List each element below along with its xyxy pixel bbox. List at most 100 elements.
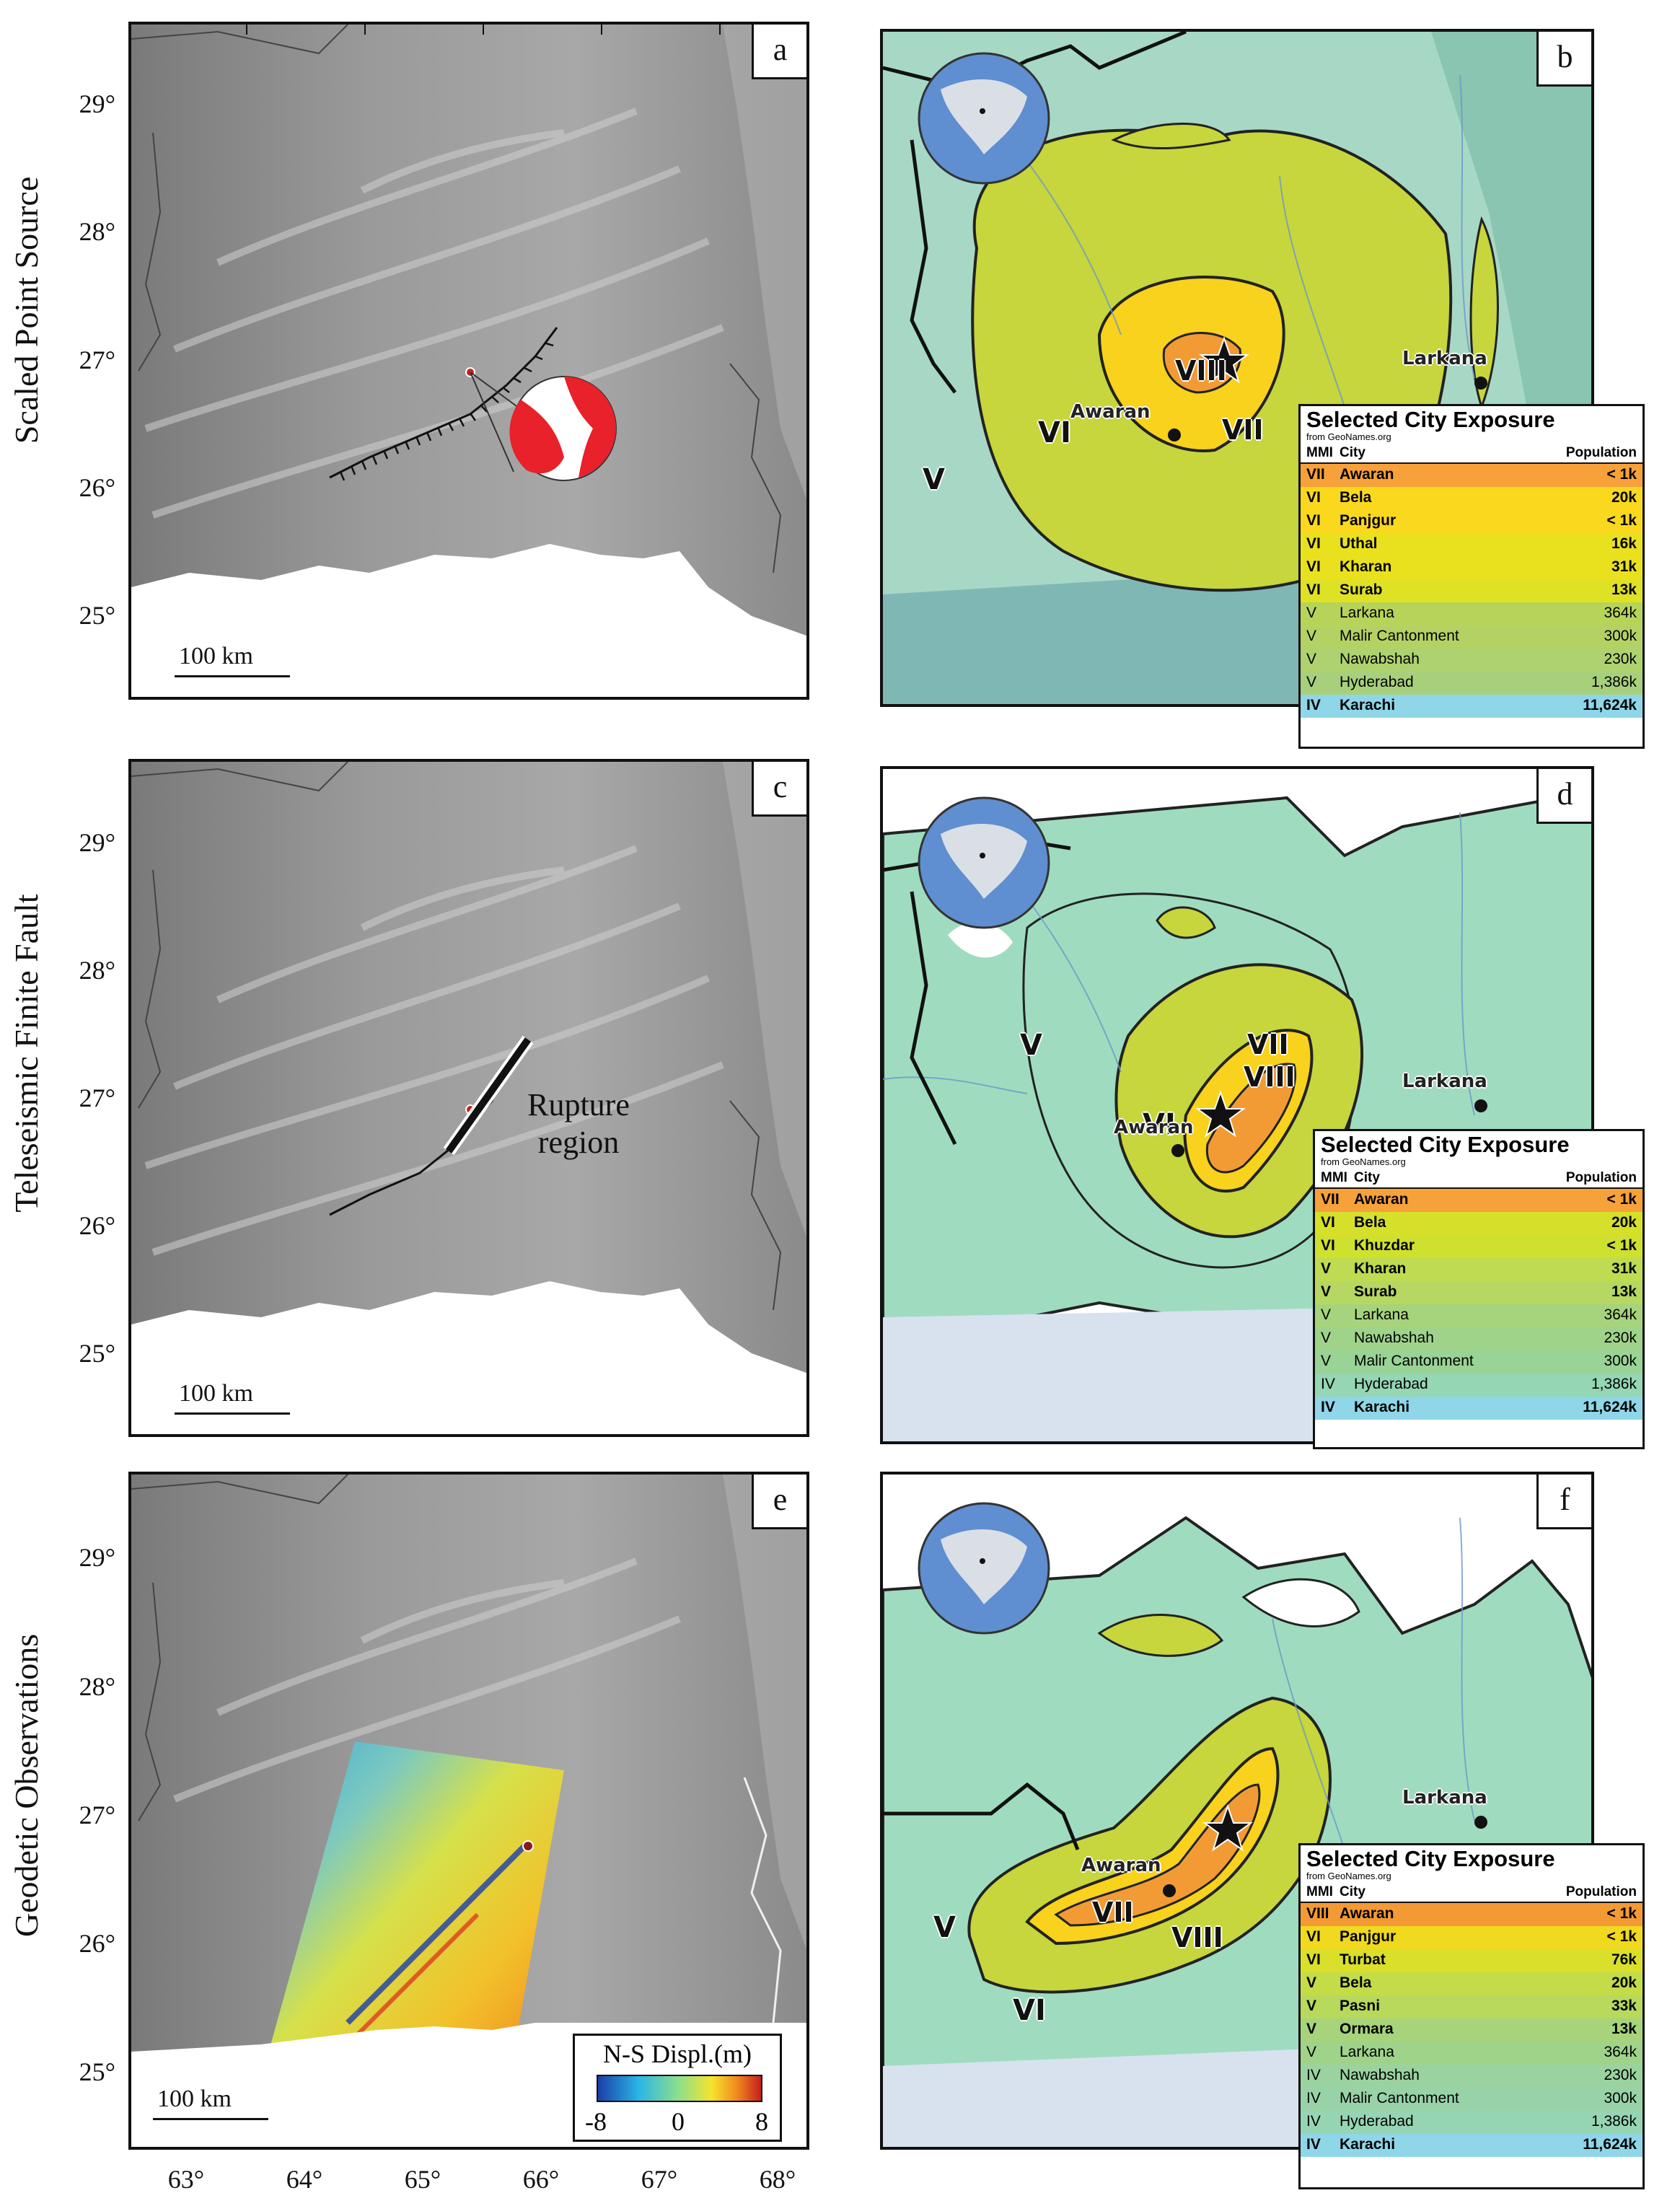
beachball-icon <box>509 376 617 481</box>
row-city: Ormara <box>1340 2021 1394 2037</box>
panel-c-map <box>131 762 806 1434</box>
row-city: Hyderabad <box>1340 674 1414 690</box>
row-mmi: VI <box>1321 1214 1335 1231</box>
city-dot-awaran <box>1163 1884 1176 1897</box>
lon-64: 64° <box>286 2165 323 2194</box>
lat-28: 28° <box>79 217 115 246</box>
scale-bar-line <box>175 1412 290 1415</box>
city-label-larkana: Larkana <box>1402 348 1487 369</box>
row-population: 20k <box>1611 1974 1637 1991</box>
row-city: Bela <box>1340 489 1372 506</box>
epicenter-star-icon <box>1202 1803 1254 1852</box>
header-mmi: MMI <box>1306 1884 1333 1899</box>
row-mmi: V <box>1321 1306 1332 1323</box>
lon-68: 68° <box>759 2165 796 2194</box>
row-population: < 1k <box>1606 1905 1637 1922</box>
row-population: < 1k <box>1606 1237 1637 1254</box>
epicenter-star-icon <box>1195 1089 1246 1138</box>
table-source: from GeoNames.org <box>1321 1156 1406 1167</box>
row-city: Nawabshah <box>1354 1330 1434 1346</box>
row-mmi: IV <box>1306 2113 1321 2130</box>
table-row: V Bela 20k <box>1301 1972 1642 1995</box>
row-city: Awaran <box>1354 1191 1409 1208</box>
table-row: V Kharan 31k <box>1315 1258 1642 1281</box>
table-row: VI Kharan 31k <box>1301 556 1642 579</box>
lon-66: 66° <box>522 2165 560 2194</box>
lat-28: 28° <box>79 956 115 985</box>
row-mmi: V <box>1321 1283 1332 1300</box>
row-population: 16k <box>1611 535 1637 552</box>
colorbar-ramp <box>597 2075 762 2102</box>
row-mmi: VI <box>1306 1928 1321 1945</box>
row-city: Awaran <box>1340 1905 1394 1922</box>
row-city: Nawabshah <box>1340 2067 1420 2083</box>
row-mmi: IV <box>1306 2136 1321 2153</box>
row-mmi: VI <box>1306 535 1321 552</box>
table-row: VI Surab 13k <box>1301 579 1642 602</box>
header-population: Population <box>1565 445 1637 460</box>
colorbar-tick-min: -8 <box>585 2107 607 2136</box>
scale-bar-line <box>153 2118 268 2120</box>
row-mmi: V <box>1306 605 1317 621</box>
city-label-awaran: Awaran <box>1081 1855 1161 1876</box>
row-city: Surab <box>1354 1283 1397 1300</box>
row-city: Kharan <box>1340 558 1392 575</box>
table-row: VI Turbat 76k <box>1301 1949 1642 1972</box>
row-city: Bela <box>1340 1974 1372 1991</box>
panel-letter: a <box>752 25 806 79</box>
mmi-label-viii: VIII <box>1171 1922 1223 1954</box>
row-mmi: VI <box>1306 1951 1321 1968</box>
row-city: Pasni <box>1340 1998 1381 2014</box>
row-population: 300k <box>1604 628 1637 644</box>
exposure-table-b: Selected City Exposure from GeoNames.org… <box>1298 404 1645 749</box>
mmi-label-vii: VII <box>1247 1029 1289 1060</box>
row-city: Khuzdar <box>1354 1237 1415 1254</box>
lat-28: 28° <box>79 1672 115 1701</box>
colorbar-tick-zero: 0 <box>672 2107 685 2136</box>
row-population: 20k <box>1611 1214 1637 1231</box>
row-population: < 1k <box>1606 512 1637 529</box>
exposure-table-d: Selected City Exposure from GeoNames.org… <box>1313 1129 1645 1449</box>
row-population: 13k <box>1611 1283 1637 1300</box>
table-row: V Larkana 364k <box>1301 602 1642 625</box>
epicenter-star-icon <box>1198 335 1250 384</box>
lat-29: 29° <box>79 1543 115 1572</box>
scale-bar: 100 km <box>153 2084 268 2120</box>
table-row: V Malir Cantonment 300k <box>1301 625 1642 649</box>
row-population: 230k <box>1604 651 1637 667</box>
row-mmi: VIII <box>1306 1905 1329 1922</box>
table-row: VII Awaran < 1k <box>1315 1189 1642 1212</box>
table-row: V Malir Cantonment 300k <box>1315 1350 1642 1374</box>
lat-27: 27° <box>79 1084 115 1112</box>
row-city: Larkana <box>1340 2044 1394 2060</box>
mmi-label-viii: VIII <box>1175 355 1227 387</box>
table-source: from GeoNames.org <box>1306 431 1391 442</box>
row-mmi: VI <box>1306 558 1321 575</box>
header-city: City <box>1340 1884 1365 1899</box>
panel-letter: f <box>1536 1475 1591 1529</box>
row-city: Malir Cantonment <box>1354 1353 1474 1369</box>
row-mmi: V <box>1306 674 1317 690</box>
table-row: V Surab 13k <box>1315 1281 1642 1304</box>
row-mmi: V <box>1321 1260 1332 1277</box>
panel-a-map <box>131 25 806 697</box>
row-mmi: V <box>1306 628 1317 644</box>
row-city: Panjgur <box>1340 1928 1397 1945</box>
row-population: 364k <box>1604 605 1637 621</box>
mmi-label-v: V <box>923 463 945 496</box>
table-row: VII Awaran < 1k <box>1301 464 1642 487</box>
city-dot-larkana <box>1474 1816 1487 1829</box>
city-dot-larkana <box>1474 1099 1487 1112</box>
row-city: Bela <box>1354 1214 1386 1231</box>
table-title: Selected City Exposure <box>1306 407 1555 432</box>
row-mmi: V <box>1321 1330 1332 1346</box>
row-city: Uthal <box>1340 535 1378 552</box>
table-title: Selected City Exposure <box>1306 1846 1555 1871</box>
scale-bar: 100 km <box>175 641 290 677</box>
lat-25: 25° <box>79 1339 115 1368</box>
scale-bar-line <box>175 675 290 677</box>
row-mmi: IV <box>1321 1399 1335 1415</box>
lat-25: 25° <box>79 2057 115 2086</box>
table-row: IV Karachi 11,624k <box>1301 2134 1642 2157</box>
row-city: Awaran <box>1340 466 1394 483</box>
